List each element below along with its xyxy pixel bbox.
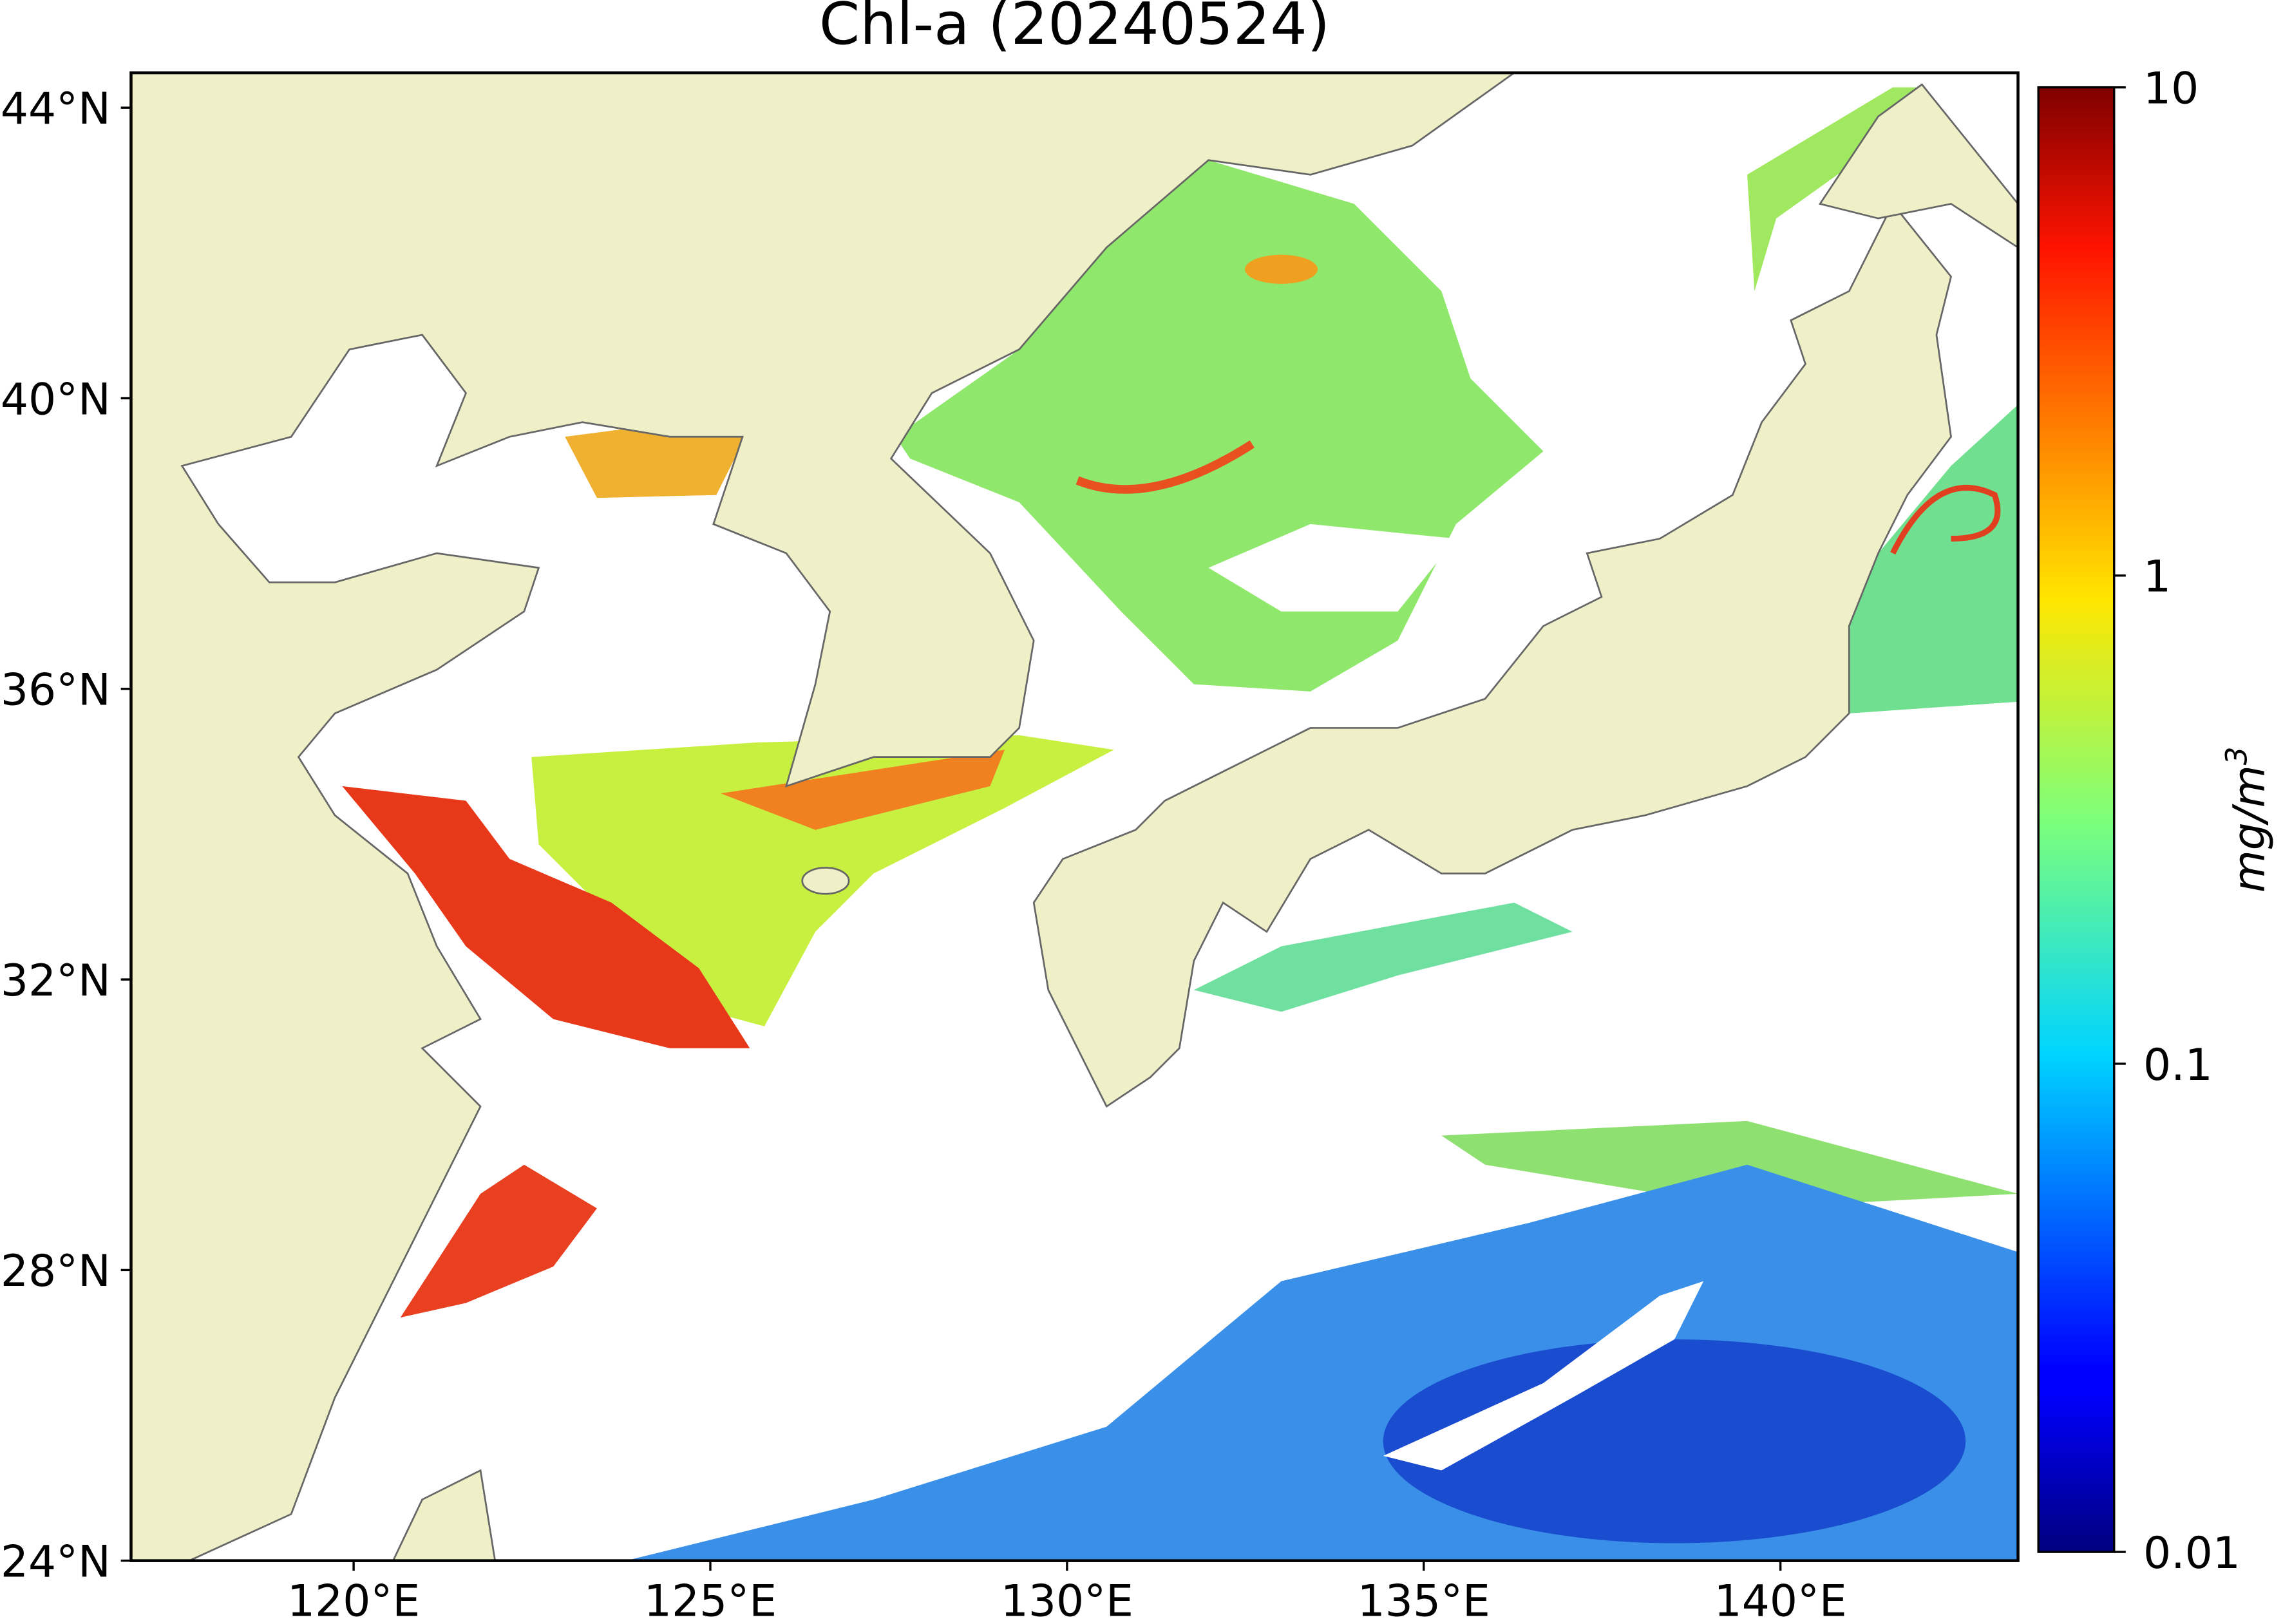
colorbar-label-text: mg/m <box>2224 765 2275 892</box>
map-title: Chl-a (20240524) <box>819 0 1330 58</box>
x-tick-label: 130°E <box>1001 1576 1133 1624</box>
x-tick-label: 120°E <box>287 1576 420 1624</box>
chl-patch <box>1890 484 2001 555</box>
colorbar-tick-label: 10 <box>2143 63 2199 114</box>
x-tick-label: 140°E <box>1714 1576 1847 1624</box>
land <box>131 73 2018 1561</box>
land-taiwan <box>392 1469 497 1561</box>
chl-patch <box>400 1164 597 1318</box>
chl-patch <box>1441 1120 2018 1209</box>
x-tick-label: 135°E <box>1358 1576 1490 1624</box>
y-tick-label: 44°N <box>1 83 111 134</box>
chl-patch <box>1837 404 2018 713</box>
colorbar-tick-label: 0.1 <box>2143 1039 2213 1090</box>
colorbar-label: mg/m3 <box>2219 746 2274 892</box>
chl-patch <box>1075 440 1255 494</box>
colorbar <box>2037 86 2116 1553</box>
colorbar-tick-label: 0.01 <box>2143 1527 2240 1578</box>
map-area <box>131 73 2018 1561</box>
land-hokkaido <box>1818 83 2018 249</box>
chl-patch <box>1383 1281 1704 1471</box>
map-frame <box>129 71 2020 1562</box>
chl-patch <box>721 750 1005 830</box>
colorbar-tick-label: 1 <box>2143 551 2171 602</box>
chl-patch <box>342 786 750 1048</box>
colorbar-label-superscript: 3 <box>2219 746 2253 765</box>
y-tick-label: 28°N <box>1 1245 111 1296</box>
chl-patch <box>1208 524 1456 612</box>
y-tick-label: 36°N <box>1 665 111 715</box>
land-jeju <box>801 867 850 895</box>
y-tick-label: 32°N <box>1 955 111 1006</box>
y-tick-label: 40°N <box>1 373 111 424</box>
chl-patch <box>1193 902 1573 1012</box>
chl-patch <box>565 419 746 498</box>
y-tick-label: 24°N <box>1 1536 111 1587</box>
x-tick-label: 125°E <box>644 1576 777 1624</box>
chl-patch <box>1245 254 1318 284</box>
land-mainland <box>131 73 1516 1561</box>
land-japan <box>1032 202 1953 1108</box>
